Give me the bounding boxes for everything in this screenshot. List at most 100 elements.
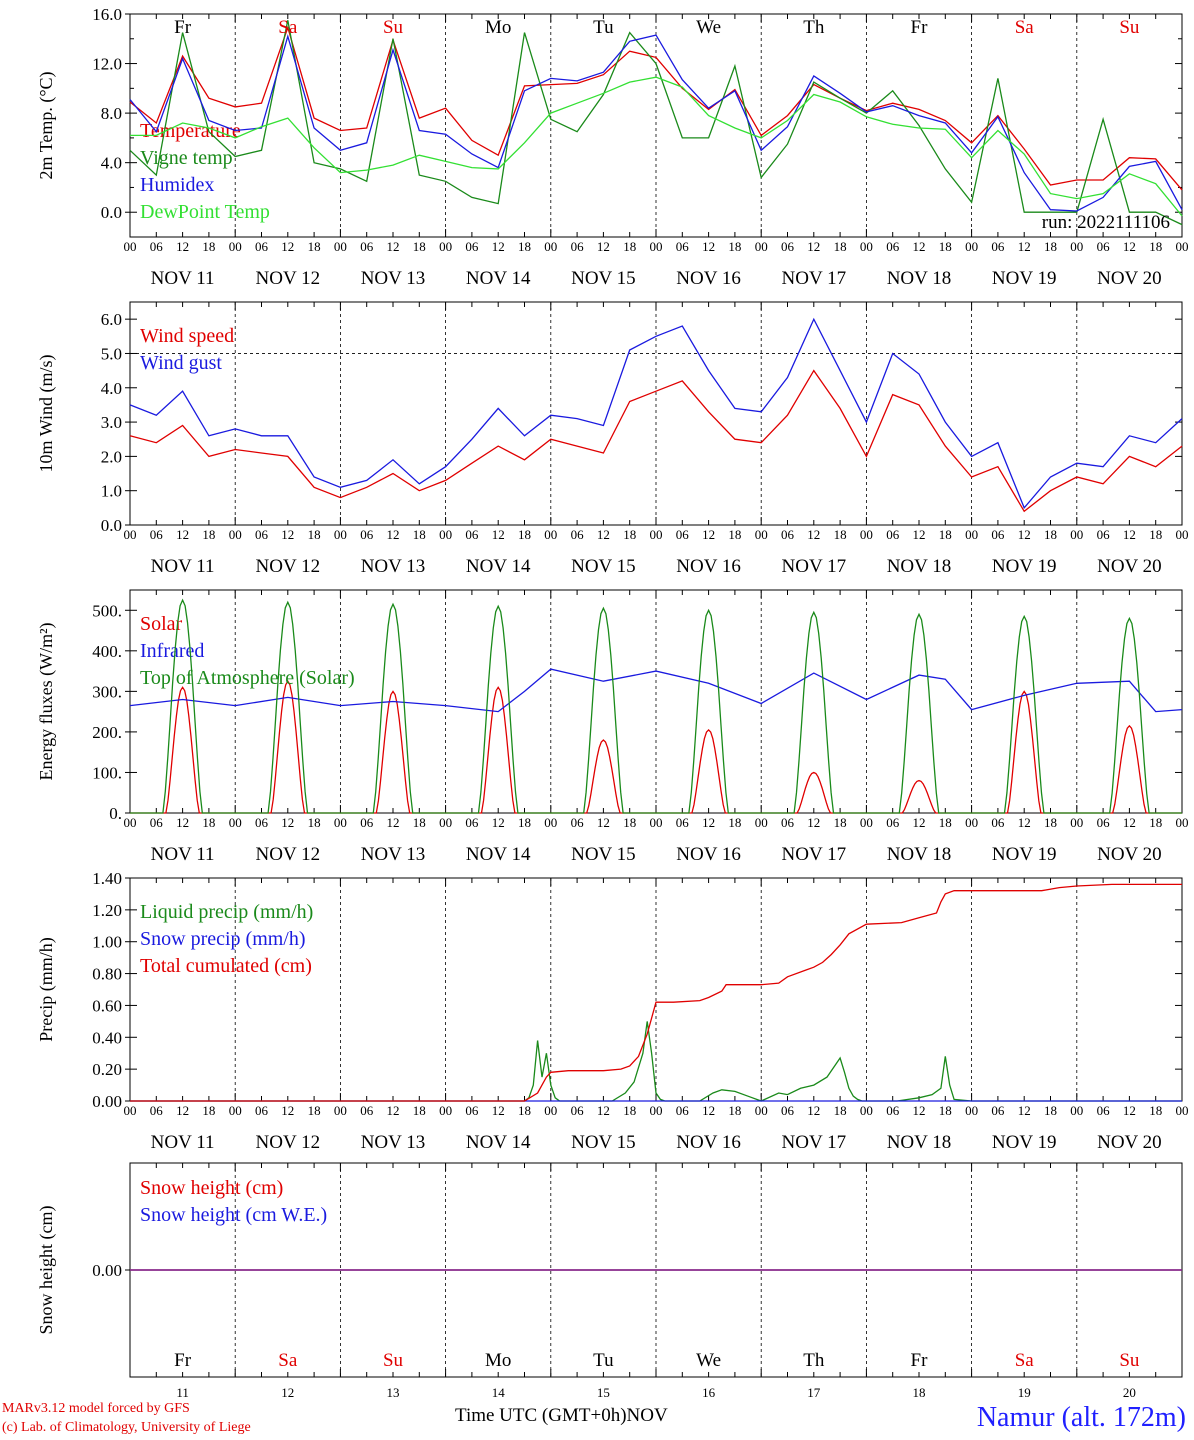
day-label: NOV 12 xyxy=(256,844,321,865)
hour-label: 00 xyxy=(124,239,137,254)
panel-4: 0.00 0.20 0.40 0.60 0.80 1.00 1.20 1.40 Precip (… xyxy=(36,869,1189,1153)
hour-label: 06 xyxy=(255,239,269,254)
hour-label: 00 xyxy=(124,815,137,830)
hour-label: 12 xyxy=(597,527,610,542)
hour-label: 18 xyxy=(623,527,636,542)
hour-label: 18 xyxy=(202,815,215,830)
y-tick-label: 0.80 xyxy=(92,965,122,984)
hour-label: 06 xyxy=(991,1103,1005,1118)
hour-label: 12 xyxy=(387,527,400,542)
y-tick-label: 200. xyxy=(92,723,122,742)
day-label: NOV 17 xyxy=(782,556,847,577)
hour-label: 18 xyxy=(518,527,531,542)
hour-label: 18 xyxy=(308,1103,321,1118)
hour-label: 00 xyxy=(755,815,768,830)
weekday-label: We xyxy=(696,17,721,38)
weekday-label: Th xyxy=(803,17,825,38)
hour-label: 06 xyxy=(255,527,269,542)
legend-entry: Wind gust xyxy=(140,352,222,374)
day-label: NOV 17 xyxy=(782,1132,847,1153)
hour-label: 12 xyxy=(1123,527,1136,542)
hour-label: 06 xyxy=(255,1103,269,1118)
series-line-3 xyxy=(130,883,1182,1102)
hour-label: 06 xyxy=(886,815,900,830)
day-label: NOV 13 xyxy=(361,556,426,577)
legend-entry: Top of Atmosphere (Solar) xyxy=(140,667,355,689)
hour-label: 12 xyxy=(597,815,610,830)
hour-label: 00 xyxy=(334,239,347,254)
hour-label: 12 xyxy=(176,527,189,542)
hour-label: 18 xyxy=(939,527,952,542)
hour-label: 12 xyxy=(492,527,505,542)
hour-label: 12 xyxy=(492,239,505,254)
date-number: 19 xyxy=(1018,1385,1031,1400)
day-label: NOV 19 xyxy=(992,1132,1057,1153)
hour-label: 12 xyxy=(913,527,926,542)
y-tick-label: 300. xyxy=(92,682,122,701)
hour-label: 06 xyxy=(360,527,374,542)
hour-label: 06 xyxy=(1097,239,1111,254)
hour-label: 18 xyxy=(1044,1103,1057,1118)
weekday-label: Tu xyxy=(593,17,614,38)
hour-label: 06 xyxy=(991,815,1005,830)
hour-label: 12 xyxy=(281,815,294,830)
panel-frame xyxy=(129,301,1183,526)
hour-label: 00 xyxy=(544,239,557,254)
y-tick-label: 0.00 xyxy=(92,1092,122,1111)
weekday-label: Su xyxy=(1119,1350,1140,1371)
hour-label: 18 xyxy=(623,815,636,830)
hour-label: 00 xyxy=(544,815,557,830)
hour-label: 00 xyxy=(860,815,873,830)
y-tick-label: 4.0 xyxy=(101,154,122,173)
hour-label: 12 xyxy=(1123,1103,1136,1118)
y-tick-label: 3.0 xyxy=(101,413,122,432)
weekday-label: Su xyxy=(383,1350,404,1371)
hour-label: 12 xyxy=(702,527,715,542)
hour-label: 06 xyxy=(465,239,479,254)
hour-label: 12 xyxy=(387,1103,400,1118)
series-line-3 xyxy=(129,33,1183,212)
day-label: NOV 11 xyxy=(151,844,215,865)
hour-label: 12 xyxy=(597,1103,610,1118)
day-label: NOV 19 xyxy=(992,556,1057,577)
hour-label: 00 xyxy=(229,527,242,542)
legend-entry: Total cumulated (cm) xyxy=(140,955,312,977)
hour-label: 06 xyxy=(676,815,690,830)
time-axis-label: Time UTC (GMT+0h)NOV xyxy=(455,1405,668,1427)
day-label: NOV 15 xyxy=(571,844,636,865)
hour-label: 12 xyxy=(492,1103,505,1118)
weekday-label: Su xyxy=(1119,17,1140,38)
hour-label: 00 xyxy=(650,239,663,254)
day-label: NOV 20 xyxy=(1097,556,1162,577)
hour-label: 18 xyxy=(728,527,741,542)
weekday-label: Su xyxy=(383,17,404,38)
day-label: NOV 13 xyxy=(361,1132,426,1153)
legend-entry: Infrared xyxy=(140,640,204,662)
y-tick-label: 100. xyxy=(92,763,122,782)
day-label: NOV 14 xyxy=(466,844,531,865)
weekday-label: Fr xyxy=(174,1350,192,1371)
hour-label: 00 xyxy=(229,1103,242,1118)
weekday-label: Sa xyxy=(278,17,298,38)
hour-label: 18 xyxy=(1044,815,1057,830)
hour-label: 00 xyxy=(229,815,242,830)
weekday-label: Th xyxy=(803,1350,825,1371)
day-label: NOV 16 xyxy=(676,556,741,577)
hour-label: 18 xyxy=(202,1103,215,1118)
y-tick-label: 4.0 xyxy=(101,379,122,398)
y-tick-label: 500. xyxy=(92,601,122,620)
date-number: 17 xyxy=(807,1385,821,1400)
hour-label: 00 xyxy=(439,239,452,254)
hour-label: 06 xyxy=(781,815,795,830)
y-tick-label: 0.40 xyxy=(92,1028,122,1047)
hour-label: 00 xyxy=(1176,527,1189,542)
hour-label: 00 xyxy=(1070,239,1083,254)
hour-label: 00 xyxy=(229,239,242,254)
hour-label: 06 xyxy=(150,815,164,830)
weekday-label: Sa xyxy=(278,1350,298,1371)
lab-credit: (c) Lab. of Climatology, University of L… xyxy=(2,1420,251,1435)
hour-label: 00 xyxy=(334,1103,347,1118)
hour-label: 18 xyxy=(1149,1103,1162,1118)
hour-label: 18 xyxy=(518,239,531,254)
hour-label: 06 xyxy=(676,1103,690,1118)
